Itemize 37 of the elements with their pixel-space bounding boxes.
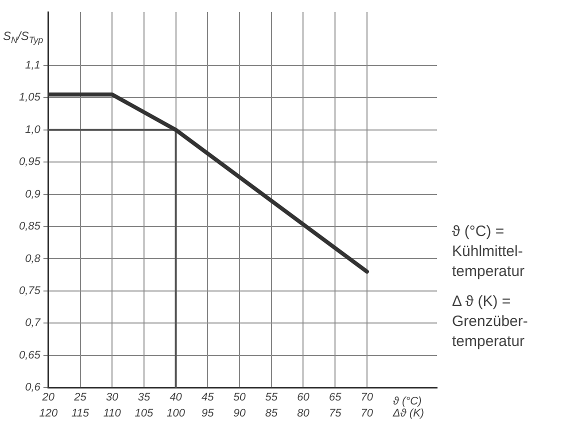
x-tick-label: 70 [360, 391, 374, 404]
y-tick-label: 0,65 [18, 349, 42, 362]
x-tick-label: 60 [297, 391, 310, 404]
x-tick-label: 20 [41, 391, 56, 404]
y-tick-label: 1,0 [25, 124, 42, 136]
x2-tick-label: 70 [360, 407, 374, 420]
text: ϑ (°C) = Kühlmittel- temperatur [452, 222, 526, 282]
x2-tick-label: 90 [233, 407, 247, 420]
y-tick-label: 1,1 [25, 60, 40, 72]
y-tick-label: 0,95 [18, 156, 42, 168]
x2-axis-title: Δϑ (K) [392, 407, 424, 420]
y-tick-label: 0,75 [18, 285, 42, 298]
y-tick-label: 0,7 [25, 317, 42, 330]
x-tick-label: 40 [170, 391, 183, 404]
x2-tick-label: 110 [103, 407, 122, 420]
x2-tick-label: 105 [134, 407, 154, 420]
x2-tick-label: 115 [71, 407, 90, 420]
x2-tick-label: 75 [328, 407, 342, 420]
x-axis-title: ϑ (°C) [392, 396, 422, 408]
x-tick-label: 50 [233, 391, 247, 404]
x-tick-label: 65 [328, 391, 342, 404]
text: Δ ϑ (K) = Grenzüber- temperatur [452, 292, 528, 352]
y-tick-label: 0,9 [25, 188, 40, 200]
x2-tick-label: 100 [166, 407, 186, 420]
x-tick-label: 35 [138, 391, 151, 404]
x-tick-label: 25 [73, 391, 88, 404]
x-tick-label: 30 [106, 391, 120, 404]
y-tick-label: 0,85 [18, 220, 42, 233]
x2-tick-label: 85 [265, 407, 278, 420]
x-tick-label: 55 [265, 391, 278, 404]
y-tick-label: 0,6 [25, 382, 42, 394]
y-tick-label: 1,05 [18, 92, 42, 104]
x2-tick-label: 95 [202, 407, 215, 420]
x-tick-label: 45 [202, 391, 215, 404]
x2-tick-label: 120 [39, 407, 58, 420]
x2-tick-label: 80 [297, 407, 310, 420]
y-tick-label: 0,8 [25, 252, 42, 265]
